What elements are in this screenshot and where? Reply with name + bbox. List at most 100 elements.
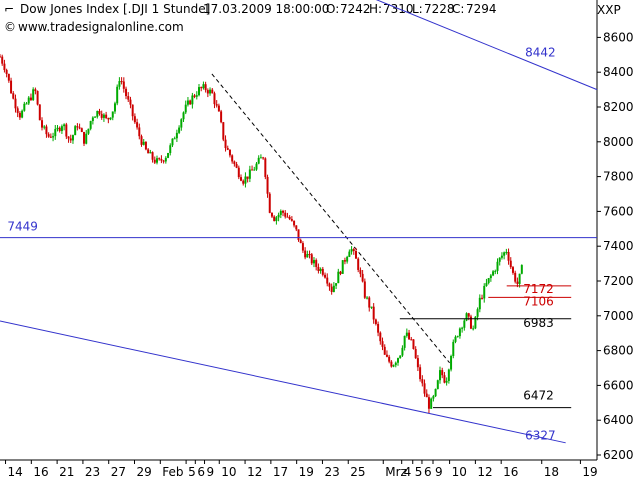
candle-body: [511, 267, 514, 273]
candle-body: [29, 97, 32, 100]
candle-body: [12, 93, 15, 99]
candle-body: [242, 180, 245, 184]
candle-body: [268, 193, 271, 213]
candle-body: [264, 158, 267, 177]
candle-body: [405, 332, 408, 336]
candle-body: [487, 278, 490, 283]
candle-body: [496, 261, 499, 271]
candle-body: [301, 243, 304, 251]
x-tick-label: 9: [435, 465, 443, 479]
candle-body: [204, 84, 207, 91]
candle-body: [425, 393, 428, 398]
candle-body: [36, 91, 39, 105]
candle-body: [498, 257, 501, 262]
candle-body: [505, 251, 508, 253]
candle-body: [209, 89, 212, 94]
candle-body: [474, 316, 477, 329]
candle-body: [122, 81, 125, 89]
candle-body: [366, 297, 369, 299]
high-label: H:: [369, 2, 382, 16]
candle-body: [370, 306, 373, 308]
candle-body: [324, 274, 327, 278]
candle-body: [149, 152, 152, 154]
candle-body: [251, 169, 254, 171]
close-value: 7294: [466, 2, 497, 16]
candle-body: [237, 167, 240, 178]
candle-body: [206, 90, 209, 94]
x-tick-label: 16: [33, 465, 48, 479]
candle-body: [262, 157, 265, 159]
candle-body: [94, 116, 97, 118]
candle-body: [299, 239, 302, 244]
candle-body: [441, 370, 444, 376]
candle-body: [224, 139, 227, 149]
candle-body: [43, 126, 46, 128]
candle-body: [463, 320, 466, 328]
x-tick-label: 6: [424, 465, 432, 479]
candle-body: [195, 95, 198, 97]
candle-body: [80, 128, 83, 132]
candle-body: [481, 297, 484, 299]
candle-body: [228, 149, 231, 156]
close-label: C:: [452, 2, 464, 16]
candle-body: [293, 220, 296, 226]
y-tick-label: 8400: [603, 65, 634, 79]
upper-channel-line[interactable]: [341, 0, 598, 91]
candle-body: [397, 358, 399, 363]
trendline-dashed[interactable]: [211, 73, 450, 364]
candle-body: [169, 145, 172, 154]
candle-body: [485, 282, 488, 286]
candle-body: [217, 105, 220, 112]
candle-body: [220, 111, 223, 123]
candle-body: [492, 271, 495, 276]
candle-body: [401, 347, 404, 356]
lower-channel-line[interactable]: [0, 320, 566, 444]
candle-body: [76, 126, 79, 128]
candle-body: [350, 249, 353, 252]
candle-body: [518, 273, 521, 284]
level-label-7449: 7449: [7, 220, 38, 234]
candle-body: [275, 217, 278, 222]
candle-body: [399, 355, 402, 359]
candle-body: [472, 328, 475, 330]
candle-body: [520, 265, 523, 274]
candle-body: [507, 251, 510, 261]
y-tick-label: 6600: [603, 378, 634, 392]
candle-body: [144, 141, 147, 150]
x-tick-label: Feb: [162, 465, 183, 479]
candle-body: [133, 116, 136, 123]
candle-body: [142, 141, 145, 145]
candle-body: [359, 269, 362, 274]
candle-body: [127, 96, 130, 100]
candle-body: [445, 380, 448, 383]
candle-body: [136, 122, 139, 128]
x-tick-label: 6: [197, 465, 205, 479]
candle-body: [198, 87, 200, 96]
candle-body: [297, 229, 300, 240]
candle-body: [16, 108, 19, 113]
candle-body: [337, 271, 340, 284]
candle-body: [304, 250, 307, 258]
candle-body: [352, 249, 355, 251]
candle-body: [374, 319, 377, 324]
y-tick-label: 7200: [603, 274, 634, 288]
candle-body: [253, 169, 256, 171]
x-tick-label: 10: [221, 465, 236, 479]
candle-body: [111, 111, 114, 118]
candle-body: [38, 104, 41, 121]
candle-body: [3, 63, 6, 70]
candle-body: [421, 379, 424, 384]
candle-body: [385, 354, 388, 357]
candle-body: [259, 157, 262, 159]
candle-body: [284, 212, 287, 217]
candle-body: [14, 98, 17, 109]
candle-body: [193, 95, 196, 97]
candle-body: [416, 358, 419, 368]
candle-body: [5, 69, 8, 74]
candle-body: [191, 95, 194, 105]
candle-body: [326, 277, 329, 284]
candle-body: [200, 87, 203, 89]
candle-body: [85, 133, 88, 144]
